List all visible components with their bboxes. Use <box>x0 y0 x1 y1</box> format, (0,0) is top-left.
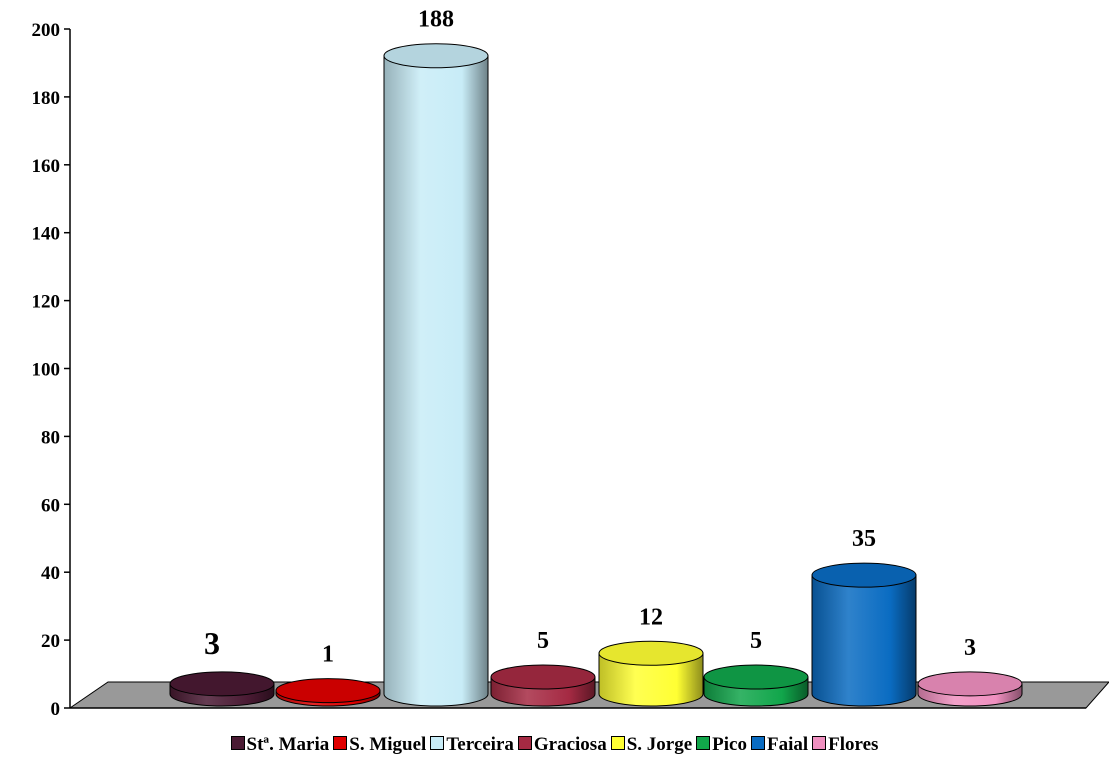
legend-swatch <box>430 736 445 750</box>
legend-label: Pico <box>712 734 747 755</box>
y-tick-label: 60 <box>41 495 60 516</box>
y-tick-label: 0 <box>51 699 61 720</box>
legend-swatch <box>517 736 532 750</box>
bar-top <box>169 671 275 697</box>
legend-label: Flores <box>828 734 879 755</box>
bar-cylinder <box>169 671 275 707</box>
data-label: 1 <box>322 642 334 668</box>
y-tick-label: 140 <box>32 224 61 245</box>
bar-top <box>490 664 596 690</box>
data-label: 3 <box>964 635 976 661</box>
legend-item: Flores <box>812 734 878 756</box>
bar-cylinder <box>917 671 1023 707</box>
data-label: 5 <box>750 628 762 654</box>
legend-swatch <box>812 736 827 750</box>
y-tick-label: 40 <box>41 563 60 584</box>
y-tick-label: 80 <box>41 427 60 448</box>
data-label: 3 <box>204 625 220 661</box>
legend-label: S. Jorge <box>626 734 693 755</box>
legend-item: Faial <box>750 734 809 756</box>
data-label: 5 <box>537 628 549 654</box>
legend-item: Terceira <box>430 734 514 756</box>
bar-top <box>275 678 381 704</box>
legend-swatch <box>696 736 711 750</box>
y-tick-label: 200 <box>32 20 61 41</box>
bar-cylinder <box>703 664 809 707</box>
bar-body <box>811 574 917 707</box>
legend-swatch <box>230 736 245 750</box>
legend-item: Graciosa <box>517 734 607 756</box>
legend-label: Terceira <box>446 734 514 755</box>
bar-top <box>598 640 704 666</box>
y-tick-label: 160 <box>32 156 61 177</box>
legend-label: Stª. Maria <box>246 734 330 755</box>
legend-swatch <box>750 736 765 750</box>
legend-swatch <box>610 736 625 750</box>
bar-body <box>598 652 704 707</box>
y-tick-label: 100 <box>32 360 61 381</box>
bar-top <box>703 664 809 690</box>
bar-cylinder <box>275 678 381 707</box>
legend-swatch <box>333 736 348 750</box>
legend-label: S. Miguel <box>349 734 427 755</box>
data-label: 35 <box>852 526 876 552</box>
bar-top <box>917 671 1023 697</box>
y-tick-label: 180 <box>32 88 61 109</box>
legend-item: Pico <box>696 734 747 756</box>
bar-cylinder <box>598 640 704 707</box>
bar-cylinder <box>811 562 917 707</box>
bar-top <box>383 43 489 69</box>
legend-item: Stª. Maria <box>230 734 330 756</box>
bar-top <box>811 562 917 588</box>
legend-label: Graciosa <box>533 734 607 755</box>
chart-legend: Stª. Maria S. Miguel Terceira Graciosa S. Jo… <box>0 734 1109 756</box>
legend-item: S. Miguel <box>333 734 426 756</box>
y-tick-label: 120 <box>32 292 61 313</box>
y-tick-label: 20 <box>41 631 60 652</box>
legend-label: Faial <box>766 734 809 755</box>
bar-cylinder <box>383 43 489 707</box>
legend-item: S. Jorge <box>610 734 693 756</box>
data-label: 12 <box>639 604 663 630</box>
bar-cylinder <box>490 664 596 707</box>
bar-body <box>383 55 489 707</box>
data-label: 188 <box>418 7 454 33</box>
